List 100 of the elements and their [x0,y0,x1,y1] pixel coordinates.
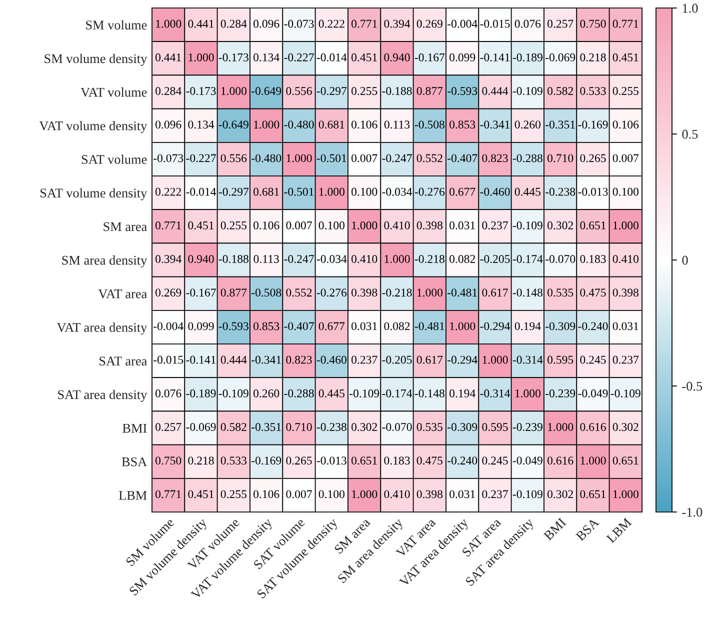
data-label: -0.460 [316,356,346,364]
data-label: 0.031 [352,322,377,330]
data-label: 0.183 [580,254,606,264]
data-label: 0.444 [220,356,247,364]
data-label: 0.940 [188,254,214,264]
color-bar-label: -1.0 [682,508,702,517]
data-label: -0.239 [512,422,542,432]
data-label: 0.076 [156,389,182,398]
data-label: 0.269 [416,20,442,28]
data-label: 0.031 [612,322,638,330]
data-label: -0.013 [316,456,346,465]
data-label: -0.460 [480,188,510,196]
data-label: 0.183 [384,456,410,465]
data-label: 0.257 [548,20,574,28]
data-label: 0.451 [188,221,214,230]
data-label: 0.100 [612,188,638,196]
data-label: 1.000 [188,53,214,62]
data-label: 0.556 [286,86,312,96]
data-label: -0.004 [448,20,478,28]
data-label: -0.314 [512,356,543,364]
y-tick-label: SAT area density [58,390,148,402]
data-label: 0.260 [254,389,280,398]
y-tick-label: BMI [122,424,147,433]
data-label: 0.535 [416,422,442,432]
data-label: -0.070 [546,254,576,264]
data-label: 0.302 [548,490,573,498]
data-label: -0.015 [480,20,510,28]
data-label: -0.309 [448,422,478,432]
data-label: -0.276 [316,288,347,297]
y-tick-label: LBM [118,491,147,500]
data-label: 1.000 [417,288,442,297]
data-label: -0.247 [284,254,314,264]
data-label: 0.617 [416,356,443,364]
data-label: 0.556 [220,154,247,162]
data-label: -0.480 [252,154,282,162]
data-label: 0.113 [384,120,410,129]
data-label: -0.481 [448,288,477,297]
data-label: 0.823 [482,154,508,162]
y-tick-label: SM volume [86,20,147,30]
data-label: -0.297 [218,188,249,196]
data-label: 0.076 [514,20,541,28]
data-label: -0.239 [546,389,576,398]
data-label: -0.407 [284,322,314,330]
data-label: -0.351 [252,422,281,432]
data-label: 0.710 [286,422,312,432]
data-label: -0.341 [252,356,281,364]
data-label: -0.174 [382,389,412,398]
data-label: -0.169 [578,120,608,129]
data-label: 0.134 [188,120,214,129]
data-label: 1.000 [482,356,508,364]
data-label: -0.141 [186,356,216,364]
data-label: 1.000 [352,221,378,230]
data-label: 0.106 [254,490,280,498]
data-label: 0.106 [352,120,378,129]
data-label: 0.100 [352,188,378,196]
data-label: 0.445 [514,188,540,196]
data-label: 0.451 [352,53,377,62]
data-label: 0.681 [318,120,344,129]
data-label: 0.398 [416,490,442,498]
data-label: -0.481 [414,322,444,330]
data-label: 0.595 [482,422,508,432]
data-label: 0.410 [352,254,378,264]
data-label: 1.000 [352,490,378,498]
data-label: 0.106 [254,221,280,230]
data-label: 0.218 [580,53,606,62]
data-label: 0.451 [612,53,638,62]
y-tick-label: SM area density [62,255,148,268]
data-label: 0.194 [514,322,541,330]
data-label: 0.410 [384,490,410,498]
data-label: 0.265 [580,154,606,162]
data-label: -0.148 [414,389,444,398]
data-label: 0.194 [450,389,476,398]
data-label: 0.750 [580,20,606,28]
data-label: -0.167 [186,288,216,297]
color-bar-label: 0.5 [682,130,698,139]
data-label: -0.508 [414,120,444,129]
data-label: -0.288 [512,154,542,162]
data-label: -0.173 [218,53,248,62]
data-label: 1.000 [221,86,246,96]
data-label: 0.007 [612,154,639,162]
data-label: 0.222 [156,188,181,196]
data-label: -0.014 [186,188,216,196]
data-label: 0.237 [482,490,508,498]
data-label: 0.616 [548,456,574,465]
data-label: 0.398 [612,288,638,297]
y-tick-label: VAT area density [56,322,148,335]
data-label: 0.444 [482,86,508,96]
data-label: -0.188 [218,254,248,264]
data-label: 0.031 [450,490,475,498]
data-label: -0.480 [284,120,314,129]
data-label: 0.750 [156,456,182,465]
data-label: -0.034 [382,188,412,196]
data-label: 1.000 [450,322,476,330]
data-label: -0.501 [284,188,314,196]
data-label: 0.451 [188,490,214,498]
y-tick-label: VAT volume density [39,121,148,134]
data-label: 0.237 [612,356,639,364]
color-bar-label: 1.0 [682,4,698,13]
data-label: -0.649 [218,120,248,129]
data-label: 0.823 [286,356,312,364]
